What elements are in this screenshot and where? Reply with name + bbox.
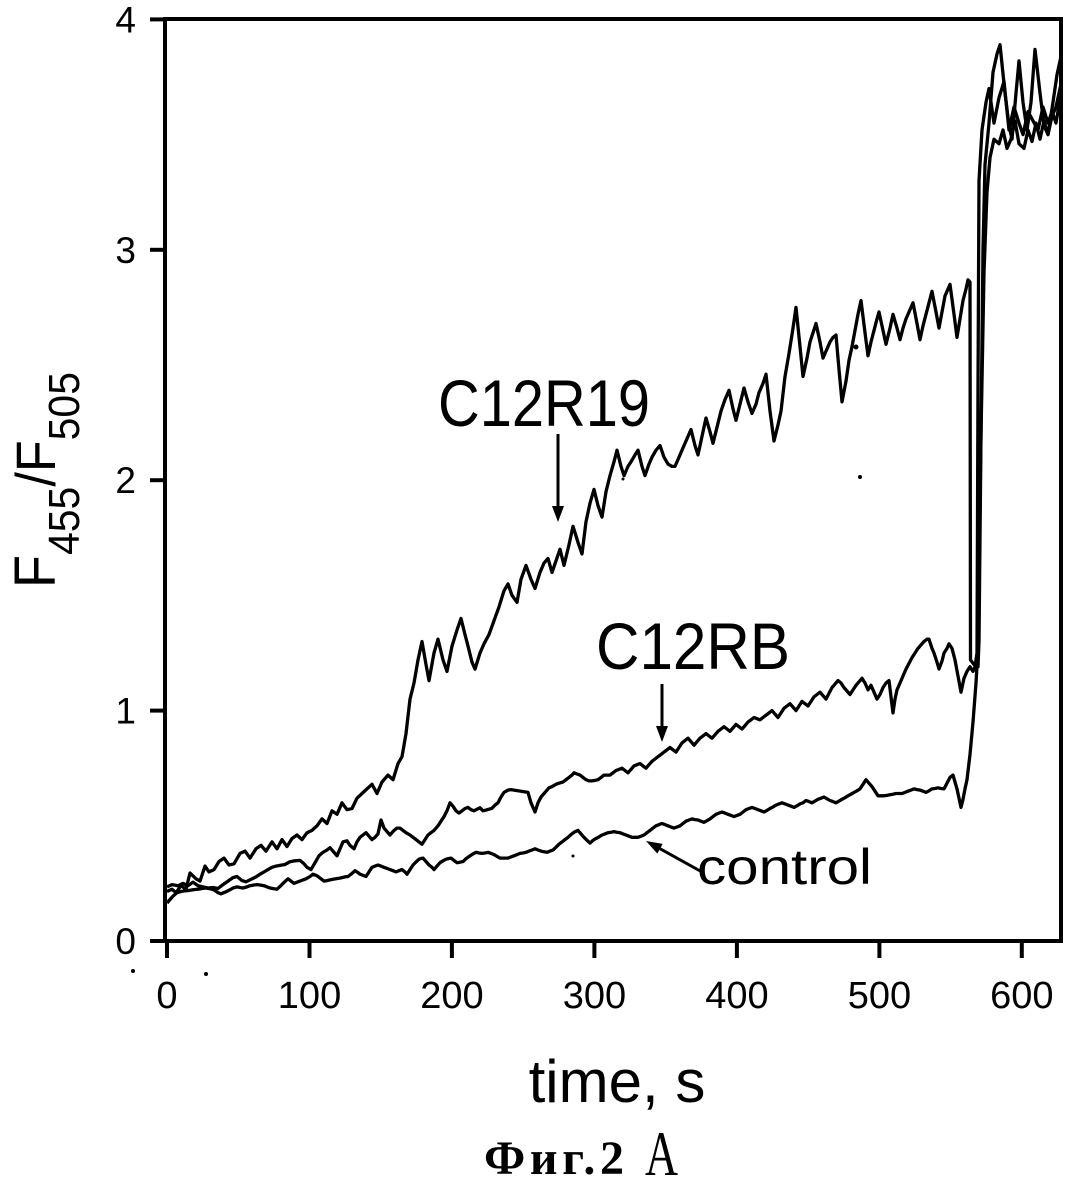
svg-text:C12R19: C12R19 xyxy=(438,366,650,440)
svg-text:A: A xyxy=(645,1118,678,1181)
svg-text:time, s: time, s xyxy=(529,1048,706,1115)
svg-text:3: 3 xyxy=(115,230,136,271)
svg-text:control: control xyxy=(697,839,872,895)
svg-text:300: 300 xyxy=(563,975,626,1017)
svg-text:200: 200 xyxy=(420,975,483,1017)
svg-text:C12RB: C12RB xyxy=(596,609,790,683)
svg-text:400: 400 xyxy=(705,975,768,1017)
svg-text:4: 4 xyxy=(115,0,136,40)
svg-text:500: 500 xyxy=(848,975,911,1017)
svg-text:100: 100 xyxy=(278,975,341,1017)
svg-text:600: 600 xyxy=(990,975,1053,1017)
svg-text:0: 0 xyxy=(115,921,136,962)
svg-text:1: 1 xyxy=(115,691,136,732)
svg-text:0: 0 xyxy=(156,975,177,1017)
svg-text:Фиг.2: Фиг.2 xyxy=(484,1132,624,1181)
svg-text:F455/F505: F455/F505 xyxy=(3,372,89,588)
svg-text:2: 2 xyxy=(115,460,136,501)
